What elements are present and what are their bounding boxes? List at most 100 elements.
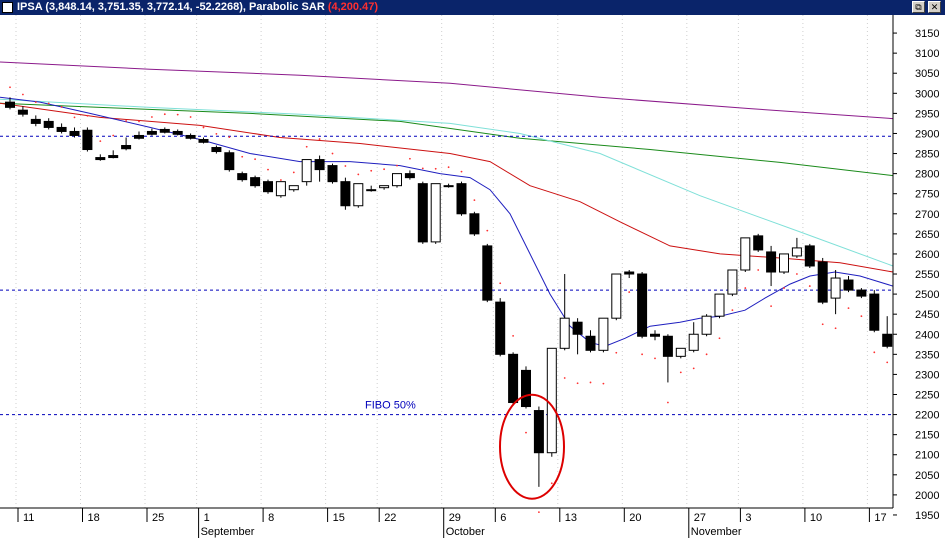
candle (288, 185, 299, 192)
sar-dot (396, 164, 398, 167)
candle (404, 170, 415, 180)
candle-body-down (185, 134, 196, 139)
candle-body-down (495, 301, 506, 355)
candle (662, 334, 673, 383)
candle-body-down (172, 130, 183, 135)
sar-dot (576, 382, 579, 385)
candle (353, 183, 364, 208)
parabolic-sar-dots (9, 86, 889, 514)
sar-dot (86, 114, 89, 117)
candle-body-up (301, 159, 312, 183)
sar-dot (796, 273, 798, 275)
date-tick-label: 29 (449, 512, 461, 524)
candle (740, 237, 751, 273)
sar-dot (409, 157, 411, 160)
horizontal-levels (0, 135, 893, 416)
candle (5, 97, 15, 110)
sar-dot (873, 351, 876, 354)
sar-dot (847, 307, 850, 310)
candle-body-down (804, 245, 815, 267)
candle (250, 175, 261, 188)
candle (650, 330, 660, 341)
title-sar-value: (4,200.47) (327, 1, 378, 13)
candle (392, 173, 402, 188)
restore-button[interactable]: ⧉ (912, 1, 925, 13)
candle (766, 245, 777, 287)
price-tick-label: 2350 (915, 349, 939, 361)
price-tick-label: 2500 (915, 289, 939, 301)
candle (456, 181, 467, 216)
sar-dot (125, 120, 127, 122)
price-tick-label: 2600 (915, 249, 939, 261)
price-tick-label: 2750 (915, 189, 939, 201)
moving-average-lines (0, 61, 894, 347)
price-tick-label: 2300 (915, 369, 939, 381)
date-tick-label: 1 (204, 512, 210, 524)
candle-body-down (224, 152, 235, 171)
candle-body-up (559, 317, 570, 349)
sar-dot (331, 152, 334, 155)
sar-dot (731, 309, 734, 312)
sar-dot (421, 167, 424, 170)
candle-body-up (353, 183, 364, 207)
candle (379, 185, 390, 190)
candle-body-down (817, 261, 828, 303)
candle-body-up (779, 253, 789, 273)
sar-dot (189, 116, 192, 118)
sar-dot (228, 136, 231, 138)
date-tick-label: 25 (152, 512, 164, 524)
candle (882, 316, 893, 349)
candle-body-up (727, 269, 738, 295)
price-tick-label: 3150 (915, 28, 939, 40)
sar-dot (499, 282, 502, 285)
fibo-label: FIBO 50% (365, 400, 416, 412)
price-tick-label: 2050 (915, 470, 939, 482)
sar-dot (318, 138, 321, 140)
close-button[interactable]: ✕ (928, 1, 941, 13)
sar-dot (679, 371, 682, 374)
window-titlebar[interactable]: IPSA (3,848.14, 3,751.35, 3,772.14, -52.… (0, 0, 945, 15)
candle-body-down (766, 251, 777, 273)
candle (69, 127, 80, 138)
candle-body-down (263, 181, 273, 193)
candle-body-up (430, 183, 441, 243)
candle-body-down (469, 213, 480, 235)
candle-body-down (340, 181, 351, 207)
candle-body-down (108, 155, 119, 159)
price-tick-label: 3000 (915, 88, 939, 100)
candle (856, 288, 867, 299)
price-tick-label: 2800 (915, 169, 939, 181)
candle-body-up (366, 189, 377, 192)
candle (817, 257, 828, 305)
sar-dot (770, 305, 772, 308)
sar-dot (292, 171, 295, 174)
candle (779, 253, 789, 275)
candle-body-up (275, 181, 286, 197)
price-tick-label: 2250 (915, 389, 939, 401)
sar-dot (550, 482, 553, 485)
price-axis: 3150 3100 3050 3000 2950 2900 2850 2800 2750 2700… (892, 15, 945, 538)
candle (482, 243, 493, 303)
candle (714, 293, 725, 319)
candle (56, 123, 67, 134)
candle-body-down (82, 129, 93, 151)
candle (830, 270, 841, 315)
price-axis-bg (893, 15, 945, 538)
sar-dot (834, 327, 837, 330)
candle-body-down (69, 130, 80, 136)
date-tick-label: 17 (874, 512, 886, 524)
candle (224, 150, 235, 172)
ma-line-green (0, 102, 894, 177)
candle (585, 330, 596, 353)
candle (430, 183, 441, 244)
candle-body-down (753, 235, 764, 251)
month-label: September (201, 526, 255, 538)
sar-dot (357, 173, 360, 176)
candle (43, 118, 54, 130)
candle-body-down (146, 130, 157, 135)
candle (275, 181, 286, 198)
candle-body-up (443, 185, 454, 188)
sar-dot (73, 116, 76, 119)
candle (263, 179, 273, 194)
